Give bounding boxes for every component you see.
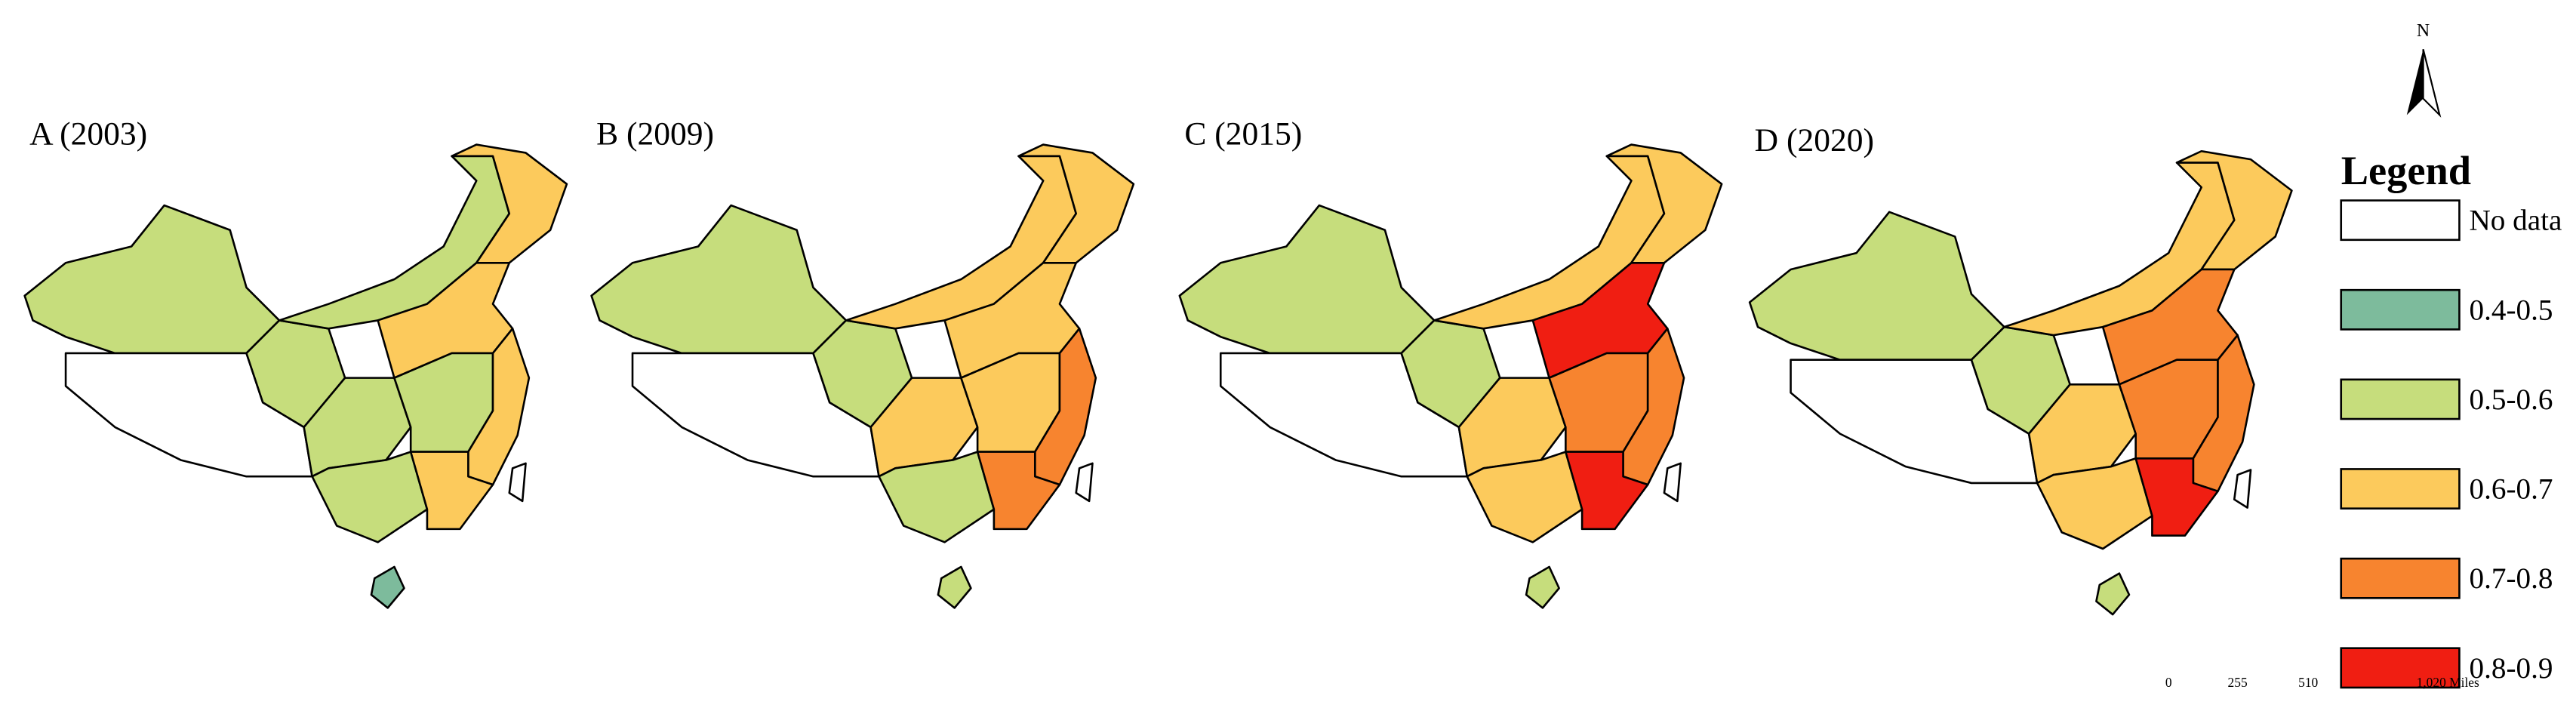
arrow-right — [2422, 49, 2442, 118]
province-region — [451, 143, 568, 264]
panel-label: C (2015) — [1184, 116, 1302, 152]
legend-label: 0.7-0.8 — [2470, 562, 2553, 595]
province-region — [1525, 565, 1560, 609]
legend-label: 0.5-0.6 — [2470, 383, 2553, 416]
north-label: N — [2417, 21, 2430, 41]
map-panel: B (2009) — [590, 116, 1135, 609]
scale-bar: 0 255 510 1,020 Miles — [2165, 675, 2479, 690]
map-panel: D (2020) — [1748, 122, 2293, 616]
province-region — [1663, 462, 1682, 503]
legend-label: No data — [2470, 205, 2562, 237]
province-region — [2134, 457, 2219, 537]
province-region — [508, 462, 527, 503]
province-region — [1748, 211, 2005, 361]
province-region — [2233, 469, 2252, 509]
panel-label: D (2020) — [1755, 122, 1874, 159]
province-region — [1075, 462, 1094, 503]
legend-label: 0.6-0.7 — [2470, 473, 2553, 506]
legend-label: 0.8-0.9 — [2470, 652, 2553, 685]
province-region — [409, 451, 494, 531]
province-region — [2175, 149, 2293, 271]
province-region — [370, 565, 405, 609]
legend-swatch — [2340, 199, 2461, 242]
north-arrow: N — [2406, 21, 2442, 118]
legend-swatch — [2340, 557, 2461, 599]
legend: No data 0.4-0.5 0.5-0.6 0.6-0.7 0.7-0.8 0.8-0… — [2340, 199, 2562, 689]
arrow-left — [2406, 49, 2424, 115]
legend-swatch — [2340, 288, 2461, 331]
province-region — [976, 451, 1061, 531]
legend-label: 0.4-0.5 — [2470, 294, 2553, 326]
province-region — [937, 565, 972, 609]
legend-swatch — [2340, 647, 2461, 689]
province-region — [1565, 451, 1649, 531]
map-panel: C (2015) — [1178, 116, 1723, 609]
province-region — [1178, 204, 1436, 355]
province-region — [23, 204, 281, 355]
legend-title: Legend — [2341, 148, 2471, 193]
province-region — [2095, 572, 2131, 616]
province-region — [590, 204, 848, 355]
panel-label: B (2009) — [596, 116, 714, 152]
scale-label: 510 — [2298, 675, 2318, 690]
map-panel: A (2003) — [23, 116, 568, 609]
scale-label: 1,020 Miles — [2417, 675, 2479, 690]
province-region — [1605, 143, 1723, 264]
legend-swatch — [2340, 468, 2461, 510]
panel-label: A (2003) — [29, 116, 147, 152]
scale-label: 255 — [2228, 675, 2248, 690]
scale-label: 0 — [2165, 675, 2172, 690]
province-region — [1017, 143, 1135, 264]
legend-swatch — [2340, 378, 2461, 420]
